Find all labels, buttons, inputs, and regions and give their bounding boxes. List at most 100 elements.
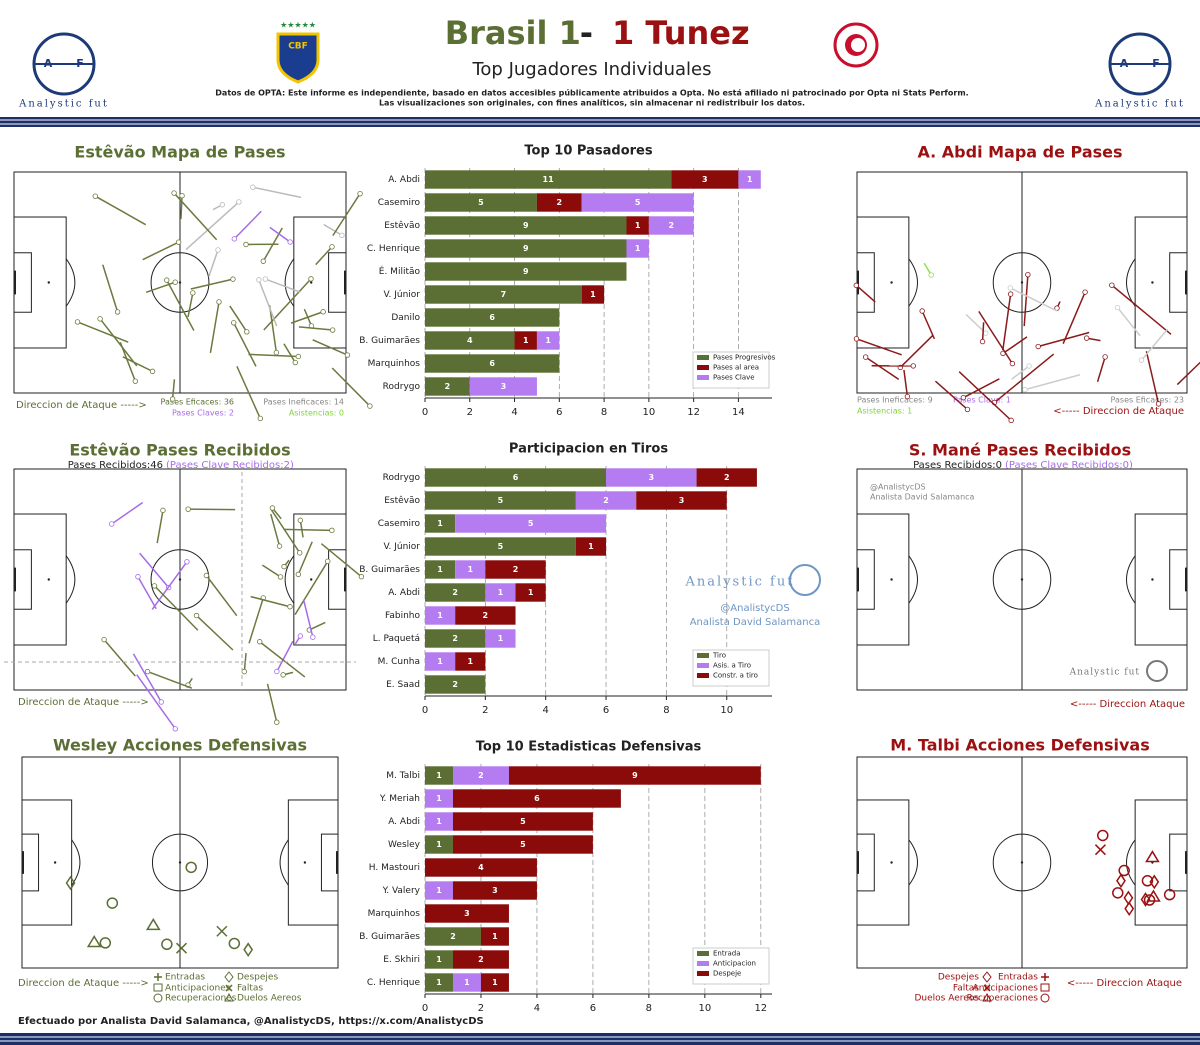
value-label: 2 bbox=[452, 634, 458, 643]
pass-end bbox=[1025, 271, 1031, 278]
bar-segment bbox=[636, 491, 727, 510]
value-label: 1 bbox=[498, 588, 504, 597]
y-tick-label: Marquinhos bbox=[368, 359, 421, 369]
penalty-arc bbox=[279, 839, 289, 886]
match-title: Brasil 1 - 1 Tunez bbox=[445, 14, 750, 52]
legend-label: Faltas bbox=[237, 984, 263, 994]
action-sketch bbox=[99, 937, 112, 949]
pass-end bbox=[151, 583, 158, 589]
value-label: 3 bbox=[501, 382, 507, 391]
pass-end bbox=[244, 329, 250, 335]
value-label: 1 bbox=[747, 175, 753, 184]
pass-end bbox=[1114, 304, 1121, 311]
value-label: 1 bbox=[590, 290, 596, 299]
pass-sketch bbox=[270, 513, 281, 547]
pitch-spot bbox=[310, 578, 313, 581]
value-label: 3 bbox=[492, 886, 498, 895]
pass-end bbox=[262, 276, 269, 282]
pass-end bbox=[250, 184, 256, 190]
bar-segment bbox=[469, 377, 537, 396]
y-tick-label: Fabinho bbox=[385, 611, 420, 621]
action-sketch bbox=[1145, 850, 1160, 863]
value-label: 1 bbox=[635, 244, 641, 253]
pass-sketch bbox=[77, 321, 129, 343]
x-tick-label: 14 bbox=[732, 407, 745, 418]
bar-segment bbox=[425, 354, 560, 373]
legend-label: Duelos Aereos bbox=[915, 994, 980, 1004]
pass-sketch bbox=[156, 510, 164, 544]
bar-segment bbox=[425, 285, 582, 304]
value-label: 4 bbox=[467, 336, 473, 345]
value-label: 9 bbox=[632, 771, 638, 780]
pass-end bbox=[1009, 360, 1016, 367]
panel-title: A. Abdi Mapa de Pases bbox=[917, 143, 1122, 162]
stat: Pases Claves: 2 bbox=[172, 409, 234, 418]
bar-segment bbox=[425, 766, 453, 785]
pass-end bbox=[853, 336, 860, 342]
value-label: 2 bbox=[450, 932, 456, 941]
legend-label: Constr. a tiro bbox=[713, 672, 758, 680]
pass-end bbox=[274, 668, 280, 675]
x-tick-label: 2 bbox=[467, 407, 473, 418]
pass-end bbox=[320, 309, 326, 315]
legend-swatch bbox=[697, 673, 709, 678]
pass-end bbox=[231, 236, 238, 242]
pass-end bbox=[329, 244, 335, 250]
pass-end bbox=[329, 527, 335, 534]
y-tick-label: Rodrygo bbox=[383, 382, 421, 392]
value-label: 2 bbox=[724, 473, 730, 482]
value-label: 2 bbox=[513, 565, 519, 574]
y-tick-label: C. Henrique bbox=[367, 978, 421, 988]
pass-sketch bbox=[903, 369, 909, 397]
bar-segment bbox=[480, 973, 509, 992]
pass-end bbox=[287, 604, 293, 610]
value-label: 5 bbox=[520, 817, 526, 826]
value-label: 1 bbox=[437, 657, 443, 666]
legend-swatch bbox=[697, 355, 709, 360]
logo-right: A F Analystic fut bbox=[1094, 32, 1183, 110]
value-label: 6 bbox=[489, 359, 495, 368]
pass-end bbox=[241, 668, 248, 675]
panel-title: Estêvão Mapa de Pases bbox=[74, 143, 285, 162]
legend-swatch bbox=[697, 365, 709, 370]
chart-title: Top 10 Estadisticas Defensivas bbox=[476, 740, 702, 755]
pass-sketch bbox=[270, 508, 301, 554]
value-label: 2 bbox=[603, 496, 609, 505]
pass-end bbox=[257, 415, 263, 422]
pitch-circle bbox=[150, 252, 210, 313]
pass-end bbox=[215, 247, 221, 253]
pass-sketch bbox=[1011, 365, 1030, 380]
y-tick-label: C. Henrique bbox=[367, 244, 421, 254]
value-label: 1 bbox=[545, 336, 551, 345]
y-tick-label: V. Júnior bbox=[384, 290, 421, 300]
penalty-box bbox=[856, 799, 910, 926]
bar-segment bbox=[425, 491, 576, 510]
action-sketch bbox=[1143, 894, 1156, 906]
pass-end bbox=[295, 353, 302, 360]
defense-legend: Despejes Faltas Duelos Aereos Entradas A… bbox=[915, 971, 1050, 1004]
pass-sketch bbox=[993, 353, 1055, 404]
separator: - bbox=[580, 14, 593, 52]
value-label: 5 bbox=[478, 198, 484, 207]
legend-label: Anticipaciones bbox=[973, 984, 1039, 994]
penalty-arc bbox=[1126, 555, 1136, 604]
watermark: @AnalistycDS bbox=[720, 603, 789, 614]
pass-end bbox=[297, 550, 303, 556]
pitch-spot bbox=[1020, 281, 1024, 284]
disclaimer: Datos de OPTA: Este informe es independi… bbox=[215, 89, 968, 98]
value-label: 11 bbox=[543, 175, 555, 184]
direction: Direccion de Ataque -----> bbox=[18, 978, 149, 989]
stat: Asistencias: 1 bbox=[857, 407, 912, 416]
value-label: 1 bbox=[436, 955, 442, 964]
bar-segment bbox=[425, 377, 470, 396]
x-tick-label: 0 bbox=[422, 705, 428, 716]
pass-end bbox=[169, 396, 176, 402]
bar-segment bbox=[626, 216, 649, 235]
pass-end bbox=[277, 574, 284, 580]
pass-end bbox=[230, 276, 236, 282]
bar-segment bbox=[425, 881, 453, 900]
y-tick-label: A. Abdi bbox=[388, 817, 420, 827]
value-label: 6 bbox=[513, 473, 519, 482]
pass-end bbox=[114, 309, 121, 315]
